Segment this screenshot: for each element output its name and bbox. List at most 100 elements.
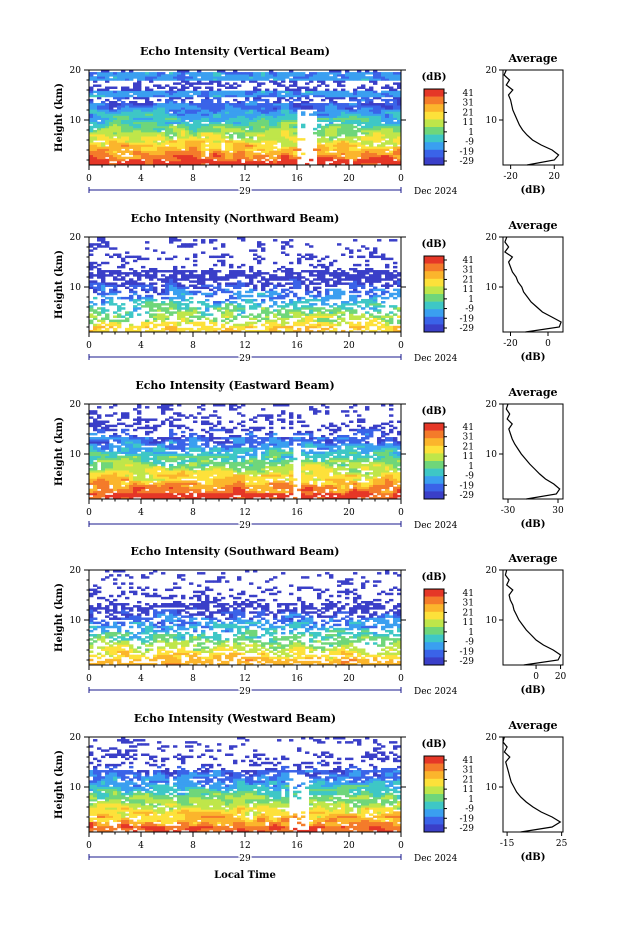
heatmap-cell bbox=[93, 424, 98, 428]
heatmap-cell bbox=[93, 121, 98, 125]
heatmap-cell bbox=[117, 455, 122, 459]
heatmap-cell bbox=[93, 492, 98, 496]
heatmap-cell bbox=[177, 160, 182, 164]
heatmap-cell bbox=[101, 451, 106, 454]
heatmap-cell bbox=[377, 103, 382, 106]
heatmap-cell bbox=[245, 142, 250, 145]
heatmap-cell bbox=[365, 105, 370, 108]
heatmap-cell bbox=[153, 156, 158, 160]
heatmap-cell bbox=[145, 78, 150, 81]
heatmap-cell bbox=[129, 123, 134, 127]
heatmap-cell bbox=[181, 136, 186, 139]
profile-title: Average bbox=[507, 219, 557, 232]
heatmap-cell bbox=[133, 140, 138, 143]
heatmap-cell bbox=[97, 113, 102, 116]
heatmap-cell bbox=[193, 119, 198, 123]
heatmap-cell bbox=[97, 313, 102, 316]
heatmap-cell bbox=[109, 478, 114, 481]
heatmap-cell bbox=[93, 152, 98, 156]
colorbar-tick-label: -19 bbox=[460, 314, 475, 324]
heatmap-cell bbox=[209, 329, 214, 333]
heatmap-cell bbox=[125, 144, 130, 147]
heatmap-cell bbox=[109, 292, 114, 296]
heatmap-cell bbox=[389, 274, 394, 277]
heatmap-cell bbox=[365, 117, 370, 120]
heatmap-cell bbox=[93, 317, 98, 321]
heatmap-cell bbox=[381, 109, 386, 112]
heatmap-cell bbox=[321, 107, 326, 110]
heatmap-cell bbox=[369, 125, 374, 129]
heatmap-cell bbox=[173, 284, 178, 287]
heatmap-cell bbox=[241, 134, 246, 137]
heatmap-cell bbox=[377, 274, 382, 277]
heatmap-cell bbox=[253, 152, 258, 156]
heatmap-cell bbox=[269, 323, 274, 327]
heatmap-cell bbox=[249, 298, 254, 302]
heatmap-cell bbox=[125, 478, 130, 481]
heatmap-cell bbox=[285, 272, 290, 275]
heatmap-cell bbox=[297, 282, 302, 285]
heatmap-cell bbox=[153, 136, 158, 139]
heatmap-cell bbox=[361, 272, 366, 275]
heatmap-cell bbox=[341, 115, 346, 118]
heatmap-cell bbox=[121, 88, 126, 92]
heatmap-cell bbox=[201, 78, 206, 81]
heatmap-cell bbox=[213, 117, 218, 120]
heatmap-cell bbox=[341, 313, 346, 316]
heatmap-cell bbox=[369, 144, 374, 147]
heatmap-cell bbox=[365, 148, 370, 151]
heatmap-cell bbox=[153, 315, 158, 318]
heatmap-cell bbox=[257, 315, 262, 318]
heatmap-cell bbox=[365, 303, 370, 306]
heatmap-cell bbox=[357, 160, 362, 164]
heatmap-cell bbox=[209, 123, 214, 127]
heatmap-cell bbox=[89, 92, 94, 96]
heatmap-cell bbox=[173, 107, 178, 110]
heatmap-cell bbox=[269, 121, 274, 125]
heatmap-cell bbox=[197, 129, 202, 133]
heatmap-cell bbox=[173, 311, 178, 314]
heatmap-cell bbox=[165, 303, 170, 306]
heatmap-cell bbox=[281, 162, 286, 166]
heatmap-cell bbox=[221, 129, 226, 133]
heatmap-cell bbox=[337, 119, 342, 123]
heatmap-cell bbox=[245, 325, 250, 329]
heatmap-cell bbox=[373, 298, 378, 302]
heatmap-cell bbox=[169, 327, 174, 331]
heatmap-cell bbox=[269, 154, 274, 158]
heatmap-cell bbox=[393, 123, 398, 127]
heatmap-cell bbox=[269, 146, 274, 149]
heatmap-cell bbox=[105, 78, 110, 81]
heatmap-cell bbox=[381, 113, 386, 116]
heatmap-cell bbox=[289, 96, 294, 100]
heatmap-cell bbox=[353, 140, 358, 143]
heatmap-cell bbox=[345, 150, 350, 154]
heatmap-cell bbox=[269, 142, 274, 145]
heatmap-cell bbox=[97, 490, 102, 494]
heatmap-cell bbox=[345, 92, 350, 96]
heatmap-cell bbox=[361, 245, 366, 248]
heatmap-cell bbox=[285, 327, 290, 331]
heatmap-cell bbox=[157, 113, 162, 116]
colorbar-swatch bbox=[424, 301, 444, 310]
heatmap-cell bbox=[109, 146, 114, 149]
heatmap-cell bbox=[93, 445, 98, 448]
heatmap-cell bbox=[197, 138, 202, 141]
heatmap-cell bbox=[397, 319, 402, 323]
heatmap-cell bbox=[277, 117, 282, 120]
heatmap-cell bbox=[105, 439, 110, 442]
heatmap-cell bbox=[257, 303, 262, 306]
heatmap-cell bbox=[173, 111, 178, 114]
heatmap-cell bbox=[241, 146, 246, 149]
heatmap-cell bbox=[213, 78, 218, 81]
heatmap-cell bbox=[361, 154, 366, 158]
heatmap-cell bbox=[181, 298, 186, 302]
heatmap-cell bbox=[169, 274, 174, 277]
heatmap-cell bbox=[289, 103, 294, 106]
heatmap-cell bbox=[221, 311, 226, 314]
heatmap-cell bbox=[369, 111, 374, 114]
heatmap-cell bbox=[313, 294, 318, 298]
heatmap-cell bbox=[373, 78, 378, 81]
heatmap-cell bbox=[265, 117, 270, 120]
heatmap-cell bbox=[89, 162, 94, 166]
